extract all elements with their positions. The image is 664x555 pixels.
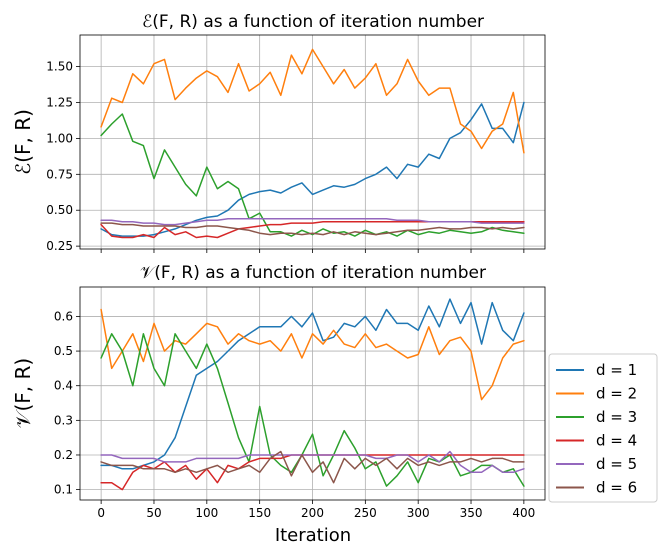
x-tick-label: 100 [195,506,218,520]
series-line-d-3 [100,113,525,237]
x-tick-label: 400 [512,506,535,520]
top-panel-series [100,48,525,239]
y-tick-label: 0.3 [54,413,73,427]
bottom-panel: 𝒱(F, R) as a function of iteration numbe… [11,263,546,546]
bottom-panel-ylabel: 𝒱(F, R) [11,358,35,428]
x-tick-label: 150 [248,506,271,520]
legend-label: d = 6 [596,479,637,497]
series-line-d-2 [100,308,525,401]
y-tick-label: 0.5 [54,344,73,358]
y-tick-label: 0.75 [46,167,73,181]
legend: d = 1 d = 2 d = 3 d = 4 d = 5 d = 6 [548,353,658,503]
y-tick-label: 0.1 [54,483,73,497]
legend-label: d = 3 [596,408,637,426]
top-panel-title: ℰ(F, R) as a function of iteration numbe… [142,12,484,32]
x-tick-label: 350 [460,506,483,520]
y-tick-label: 1.50 [46,60,73,74]
x-tick-label: 250 [354,506,377,520]
y-tick-label: 0.2 [54,448,73,462]
x-tick-label: 0 [97,506,105,520]
legend-label: d = 1 [596,361,637,379]
legend-label: d = 5 [596,455,637,473]
series-line-d-6 [100,222,525,236]
x-tick-label: 200 [301,506,324,520]
y-tick-label: 0.4 [54,379,73,393]
series-line-d-5 [100,450,525,474]
x-axis-label: Iteration [275,525,351,546]
y-tick-label: 0.50 [46,203,73,217]
legend-label: d = 4 [596,432,637,450]
series-line-d-5 [100,218,525,226]
top-panel-ylabel: ℰ(F, R) [11,109,35,175]
y-tick-label: 0.25 [46,239,73,253]
top-panel: ℰ(F, R) as a function of iteration numbe… [11,12,546,253]
legend-items: d = 1 d = 2 d = 3 d = 4 d = 5 d = 6 [556,361,637,497]
bottom-panel-title: 𝒱(F, R) as a function of iteration numbe… [140,263,486,283]
bottom-panel-series [100,298,525,491]
bottom-panel-grid [80,287,545,500]
x-tick-label: 50 [146,506,161,520]
bottom-panel-ticks: 0 50 100 150 200 250 300 350 400 0.1 0.2 0.3 0.4 0.5 0… [54,309,535,520]
y-tick-label: 1.00 [46,131,73,145]
top-panel-ticks: 0.25 0.50 0.75 1.00 1.25 1.50 [46,60,525,253]
y-tick-label: 1.25 [46,96,73,110]
top-panel-grid [80,35,545,249]
series-line-d-6 [100,450,525,484]
legend-label: d = 2 [596,385,637,403]
x-tick-label: 300 [407,506,430,520]
series-line-d-1 [100,298,525,470]
series-line-d-1 [100,101,525,237]
y-tick-label: 0.6 [54,309,73,323]
series-line-d-2 [100,48,525,154]
